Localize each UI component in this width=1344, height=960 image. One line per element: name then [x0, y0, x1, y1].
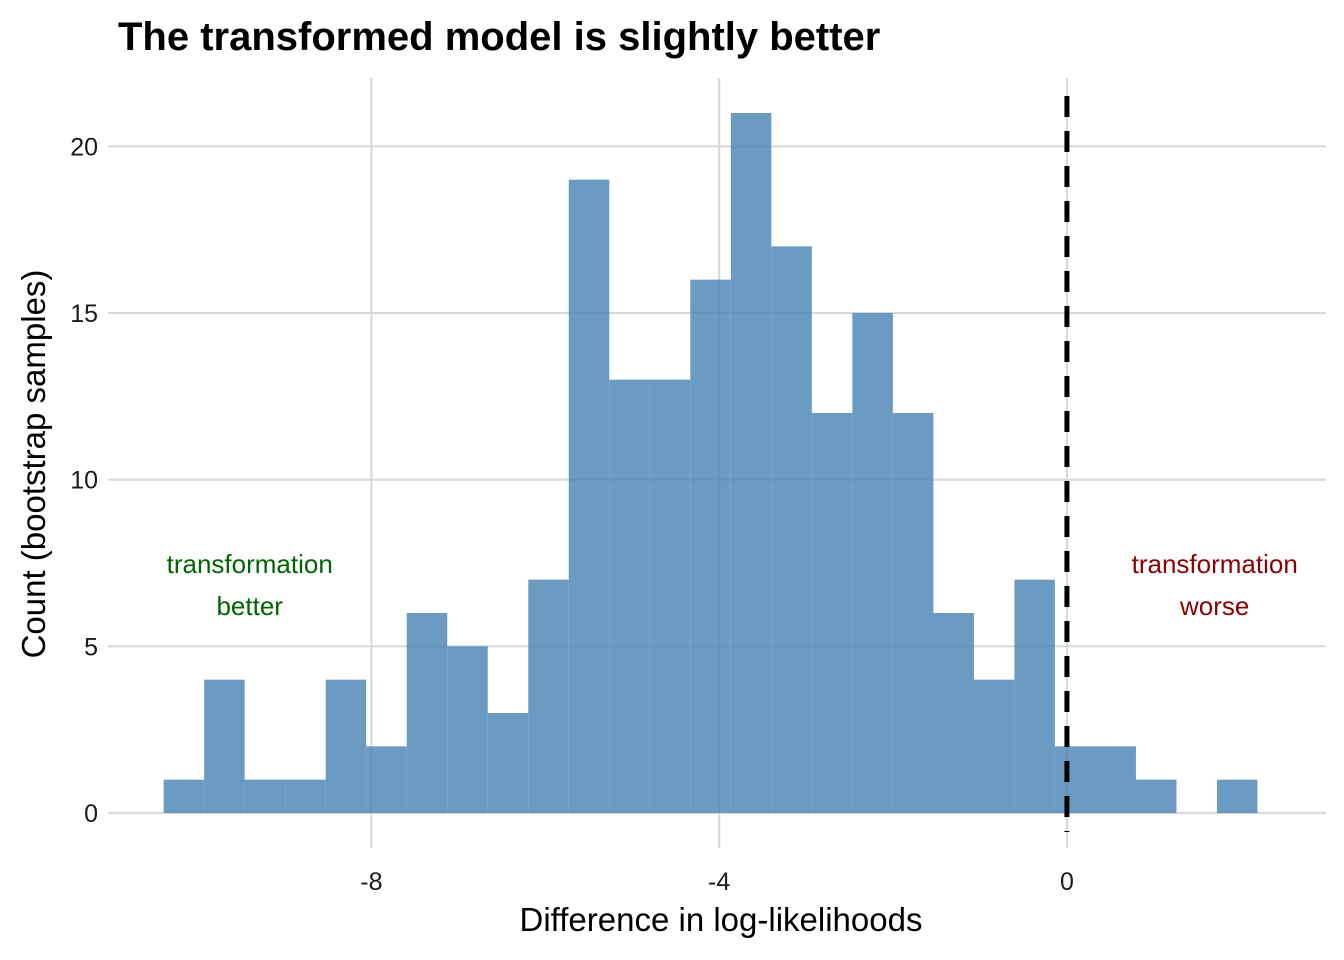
histogram-bar	[1135, 779, 1177, 813]
histogram-bar	[325, 679, 367, 813]
y-tick-label: 15	[70, 300, 98, 328]
y-tick-label: 20	[70, 133, 98, 161]
annotation-text: transformation	[1132, 549, 1298, 579]
x-tick-label: -4	[708, 868, 730, 896]
y-tick-label: 5	[84, 633, 98, 661]
histogram-bar	[487, 713, 529, 813]
x-axis-label: Difference in log-likelihoods	[520, 901, 923, 938]
histogram-bar	[730, 113, 772, 813]
histogram-bar	[406, 613, 448, 813]
chart-title: The transformed model is slightly better	[118, 15, 880, 59]
y-axis-label: Count (bootstrap samples)	[15, 270, 52, 659]
y-tick-label: 10	[70, 467, 98, 495]
histogram-bars	[163, 113, 1258, 814]
histogram-bar	[568, 179, 610, 813]
histogram-bar	[973, 679, 1015, 813]
histogram-bar	[771, 246, 812, 814]
histogram-bar	[852, 313, 893, 813]
histogram-bar	[1054, 746, 1096, 813]
histogram-bar	[933, 613, 974, 813]
tick-labels: 0 5 10 15 20 -8 -4 0	[70, 133, 1074, 896]
y-tick-label: 0	[84, 800, 98, 828]
histogram-bar	[649, 379, 691, 813]
annotations: transformation better transformation worse	[167, 549, 1298, 621]
histogram-bar	[690, 279, 731, 814]
annotation-text: better	[216, 591, 283, 621]
histogram-bar	[447, 646, 488, 813]
histogram-bar	[1014, 579, 1055, 813]
annotation-text: transformation	[167, 549, 333, 579]
histogram-bar	[528, 579, 569, 813]
annotation-text: worse	[1179, 591, 1249, 621]
x-tick-label: -8	[360, 868, 382, 896]
histogram-bar	[285, 779, 326, 813]
histogram-bar	[366, 746, 407, 813]
histogram-bar	[609, 379, 650, 813]
histogram-bar	[811, 413, 853, 813]
histogram-bar	[204, 679, 245, 813]
histogram-bar	[1216, 779, 1258, 813]
x-tick-label: 0	[1060, 868, 1074, 896]
histogram-bar	[244, 779, 286, 813]
histogram-bar	[1095, 746, 1136, 813]
histogram-bar	[163, 779, 205, 813]
histogram-bar	[892, 413, 934, 813]
